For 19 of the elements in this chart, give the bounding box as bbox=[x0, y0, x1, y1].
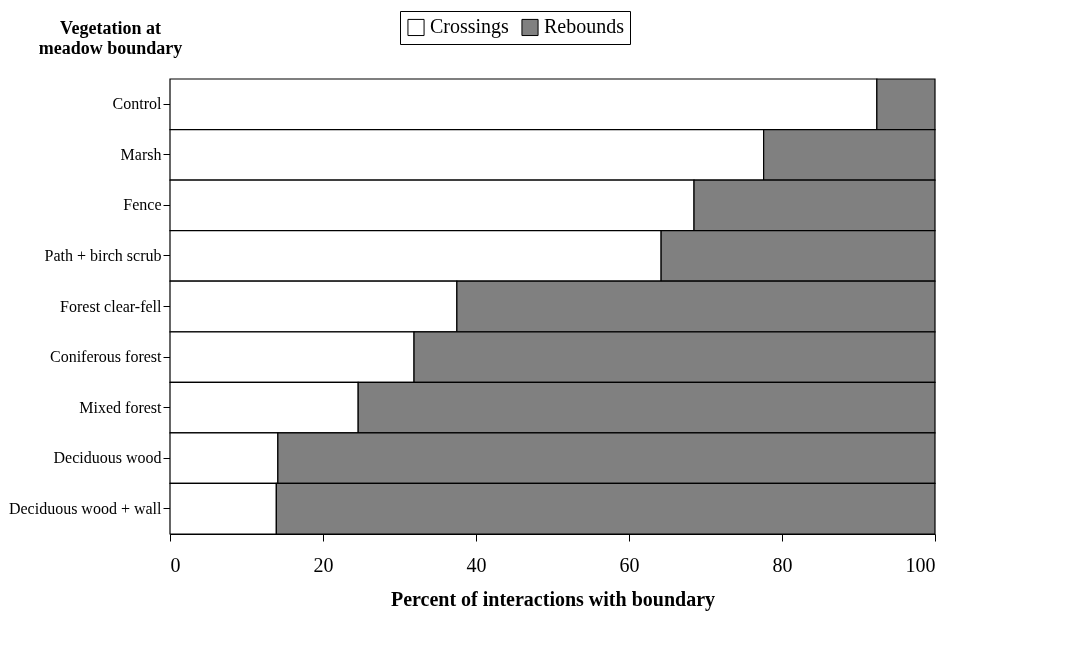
x-tick-label: 60 bbox=[619, 553, 640, 576]
x-tick-label: 20 bbox=[313, 553, 334, 576]
y-tick-label: Fence bbox=[123, 196, 162, 214]
y-tick-label: Deciduous wood bbox=[53, 449, 162, 467]
y-axis-title: Vegetation at meadow boundary bbox=[38, 17, 183, 58]
y-tick-label: Coniferous forest bbox=[49, 348, 163, 366]
y-tick-label: Deciduous wood + wall bbox=[8, 499, 163, 517]
y-tick-label: Path + birch scrub bbox=[44, 246, 162, 264]
x-tick-label: 80 bbox=[772, 553, 793, 576]
legend-label: Rebounds bbox=[544, 15, 625, 38]
x-tick-label: 100 bbox=[905, 553, 936, 576]
y-tick-label: Marsh bbox=[120, 145, 162, 163]
y-tick-label: Mixed forest bbox=[79, 398, 163, 416]
y-tick-label: Control bbox=[112, 95, 163, 113]
x-tick-label: 0 bbox=[170, 553, 181, 576]
x-axis-title: Percent of interactions with boundary bbox=[390, 587, 716, 611]
x-tick-label: 40 bbox=[466, 553, 487, 576]
y-tick-label: Forest clear-fell bbox=[60, 297, 163, 315]
legend-label: Crossings bbox=[430, 15, 510, 39]
